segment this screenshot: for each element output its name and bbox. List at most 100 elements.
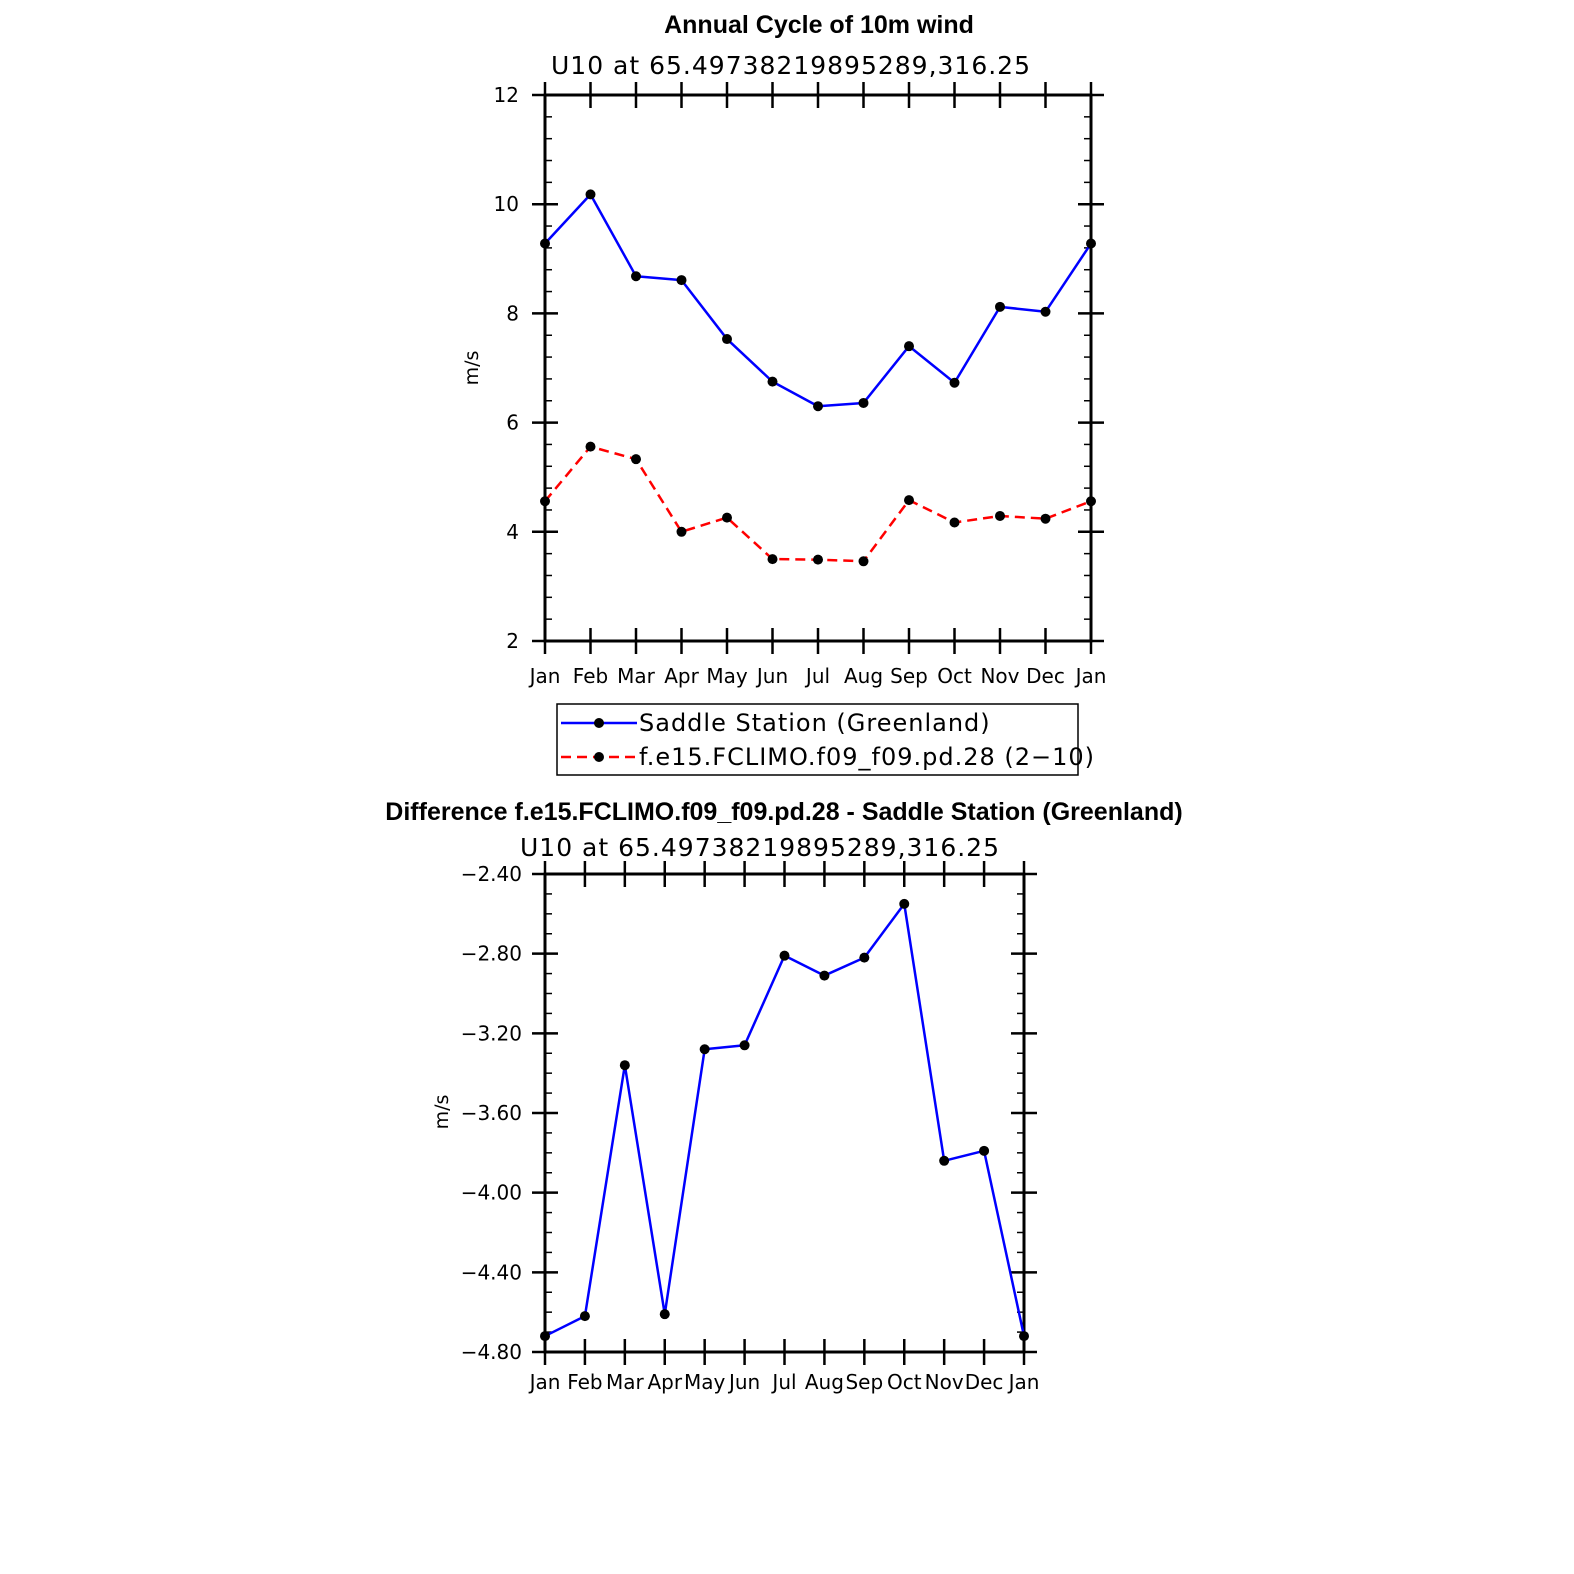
- y-tick-label: −4.80: [461, 1340, 522, 1364]
- y-tick-label: 2: [506, 629, 519, 653]
- data-point: [722, 512, 732, 523]
- data-point: [819, 970, 830, 981]
- chart-title: Annual Cycle of 10m wind: [664, 11, 974, 39]
- data-point: [899, 898, 910, 909]
- x-tick-label: Aug: [844, 664, 883, 688]
- y-tick-label: −4.00: [461, 1181, 522, 1205]
- x-tick-label: May: [706, 664, 748, 688]
- x-tick-label: Jan: [528, 1370, 561, 1394]
- chart-subtitle: U10 at 65.49738219895289,316.25: [520, 833, 1000, 862]
- data-point: [995, 301, 1005, 312]
- series-line-1: [544, 445, 1092, 563]
- y-tick-label: 10: [494, 192, 519, 216]
- y-tick-label: −3.20: [461, 1021, 522, 1045]
- x-tick-label: Jun: [755, 664, 788, 688]
- data-point: [579, 1311, 590, 1322]
- data-point: [949, 517, 960, 528]
- data-point: [859, 952, 870, 963]
- chart-subtitle: U10 at 65.49738219895289,316.25: [551, 51, 1031, 80]
- x-tick-label: Jan: [1007, 1370, 1040, 1394]
- y-tick-label: −2.40: [461, 862, 522, 886]
- legend-box: [556, 703, 1079, 776]
- x-tick-label: Feb: [573, 664, 608, 688]
- data-point: [1086, 496, 1096, 507]
- data-point: [995, 510, 1005, 521]
- x-tick-label: Mar: [606, 1370, 645, 1394]
- x-tick-label: Nov: [925, 1370, 964, 1394]
- y-tick-label: 4: [506, 520, 519, 544]
- x-tick-label: Sep: [890, 664, 928, 688]
- data-point: [1086, 238, 1096, 249]
- data-point: [631, 454, 641, 465]
- annual-cycle-chart: Annual Cycle of 10m wind U10 at 65.49738…: [461, 11, 1107, 776]
- x-tick-label: Oct: [887, 1370, 922, 1394]
- data-point: [904, 341, 914, 352]
- y-tick-label: 12: [494, 83, 519, 107]
- x-tick-label: Feb: [567, 1370, 602, 1394]
- data-point: [1040, 513, 1051, 524]
- y-tick-label: −2.80: [461, 942, 522, 966]
- y-axis-label: m/s: [431, 1095, 453, 1130]
- data-point: [767, 554, 778, 565]
- data-point: [904, 495, 914, 506]
- legend-label-saddle: Saddle Station (Greenland): [639, 709, 991, 737]
- data-point: [979, 1145, 990, 1156]
- x-tick-label: Apr: [664, 664, 699, 688]
- data-point: [1040, 306, 1051, 317]
- y-tick-label: 8: [506, 301, 519, 325]
- legend: Saddle Station (Greenland) f.e15.FCLIMO.…: [556, 703, 1095, 776]
- x-tick-label: Mar: [617, 664, 656, 688]
- difference-chart: Difference f.e15.FCLIMO.f09_f09.pd.28 - …: [385, 798, 1182, 1394]
- data-point: [813, 401, 823, 412]
- x-tick-label: Sep: [845, 1370, 883, 1394]
- x-tick-label: Jul: [770, 1370, 796, 1394]
- chart-title: Difference f.e15.FCLIMO.f09_f09.pd.28 - …: [385, 798, 1182, 826]
- x-tick-label: Dec: [965, 1370, 1004, 1394]
- x-tick-label: Aug: [805, 1370, 844, 1394]
- data-point: [619, 1060, 630, 1071]
- axes: Jan Feb Mar Apr May Jun Jul Aug Sep Oct Nov Dec Jan 2…: [494, 82, 1107, 688]
- series-line-0: [544, 193, 1093, 408]
- x-tick-label: Apr: [647, 1370, 682, 1394]
- data-point: [767, 376, 778, 387]
- x-tick-label: Dec: [1026, 664, 1065, 688]
- data-point: [858, 556, 869, 567]
- data-point: [939, 1155, 950, 1166]
- data-point: [585, 189, 596, 200]
- x-tick-label: Jan: [1074, 664, 1107, 688]
- data-point: [949, 377, 960, 388]
- series-layer: [540, 898, 1029, 1342]
- x-tick-label: May: [684, 1370, 726, 1394]
- data-point: [739, 1040, 750, 1051]
- x-tick-label: Jun: [727, 1370, 760, 1394]
- data-point: [540, 238, 550, 249]
- y-axis-label: m/s: [461, 351, 483, 386]
- axes: Jan Feb Mar Apr May Jun Jul Aug Sep Oct Nov Dec Jan−…: [461, 861, 1040, 1394]
- data-point: [676, 275, 687, 286]
- data-point: [858, 397, 869, 408]
- data-point: [676, 526, 687, 537]
- data-point: [813, 554, 823, 565]
- legend-marker-model: [594, 752, 604, 762]
- data-point: [722, 334, 732, 345]
- data-point: [1019, 1331, 1029, 1342]
- data-point: [659, 1309, 670, 1320]
- x-tick-label: Oct: [937, 664, 972, 688]
- data-point: [585, 441, 596, 452]
- x-tick-label: Nov: [980, 664, 1019, 688]
- data-point: [779, 950, 790, 961]
- y-tick-label: −3.60: [461, 1101, 522, 1125]
- data-point: [631, 271, 641, 282]
- data-point: [540, 496, 550, 507]
- data-point: [699, 1044, 710, 1055]
- x-tick-label: Jan: [528, 664, 561, 688]
- y-tick-label: 6: [506, 411, 519, 435]
- series-layer: [540, 189, 1096, 567]
- data-point: [540, 1331, 550, 1342]
- series-line-0: [544, 902, 1026, 1338]
- x-tick-label: Jul: [804, 664, 830, 688]
- legend-marker-saddle: [594, 718, 604, 728]
- y-tick-label: −4.40: [461, 1260, 522, 1284]
- legend-label-model: f.e15.FCLIMO.f09_f09.pd.28 (2−10): [639, 743, 1095, 771]
